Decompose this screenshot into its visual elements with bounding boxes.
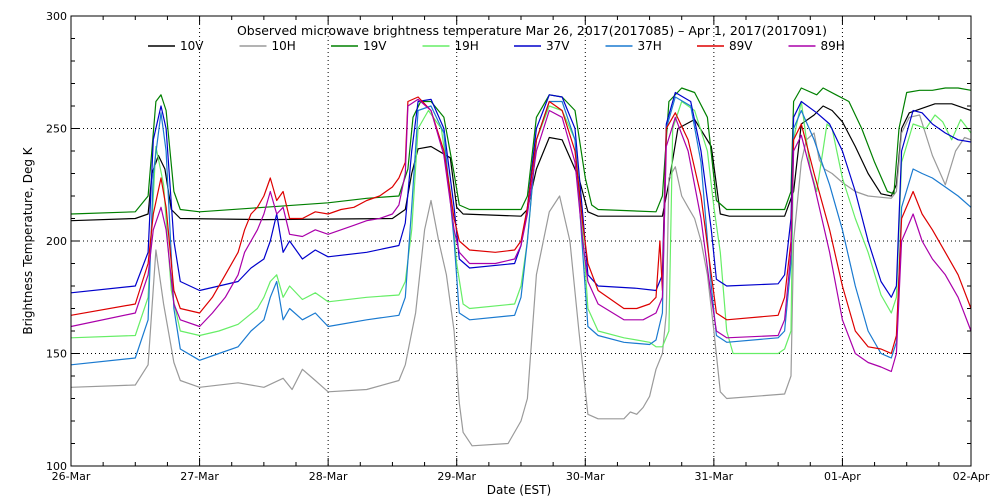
series-line-10h (70, 114, 972, 447)
legend-label-19h: 19H (455, 39, 479, 53)
series-line-10v (70, 103, 972, 222)
legend-label-89h: 89H (821, 39, 845, 53)
series-line-19h (70, 100, 972, 355)
series-line-89v (70, 96, 972, 355)
ticks: 100 150 200 250 300 26-Mar 27-Mar 28-Mar 29-Mar 3… (46, 10, 990, 483)
legend-label-19v: 19V (363, 39, 387, 53)
x-tick-label: 02-Apr (953, 470, 990, 483)
x-tick-label: 28-Mar (309, 470, 348, 483)
y-tick-label: 250 (46, 123, 67, 136)
legend: 10V 10H 19V 19H 37V 37H 89V 89H (148, 39, 845, 53)
x-axis-label: Date (EST) (487, 483, 551, 497)
x-tick-label: 27-Mar (180, 470, 219, 483)
x-tick-label: 01-Apr (824, 470, 861, 483)
series-group (70, 87, 972, 447)
legend-label-10h: 10H (272, 39, 296, 53)
y-axis-label: Brightness Temperature, Deg K (21, 146, 35, 334)
legend-label-37v: 37V (546, 39, 570, 53)
y-tick-label: 100 (46, 460, 67, 473)
x-tick-label: 29-Mar (437, 470, 476, 483)
series-line-37v (70, 91, 972, 298)
series-line-89h (70, 98, 972, 373)
x-tick-label: 31-Mar (694, 470, 733, 483)
legend-label-89v: 89V (729, 39, 753, 53)
y-tick-label: 150 (46, 348, 67, 361)
chart-title: Observed microwave brightness temperatur… (237, 23, 827, 38)
legend-label-37h: 37H (638, 39, 662, 53)
y-tick-label: 200 (46, 235, 67, 248)
y-tick-label: 300 (46, 10, 67, 23)
x-tick-label: 30-Mar (566, 470, 605, 483)
x-tick-label: 26-Mar (52, 470, 91, 483)
series-line-19v (70, 87, 972, 215)
legend-label-10v: 10V (180, 39, 204, 53)
series-line-37h (70, 96, 972, 366)
